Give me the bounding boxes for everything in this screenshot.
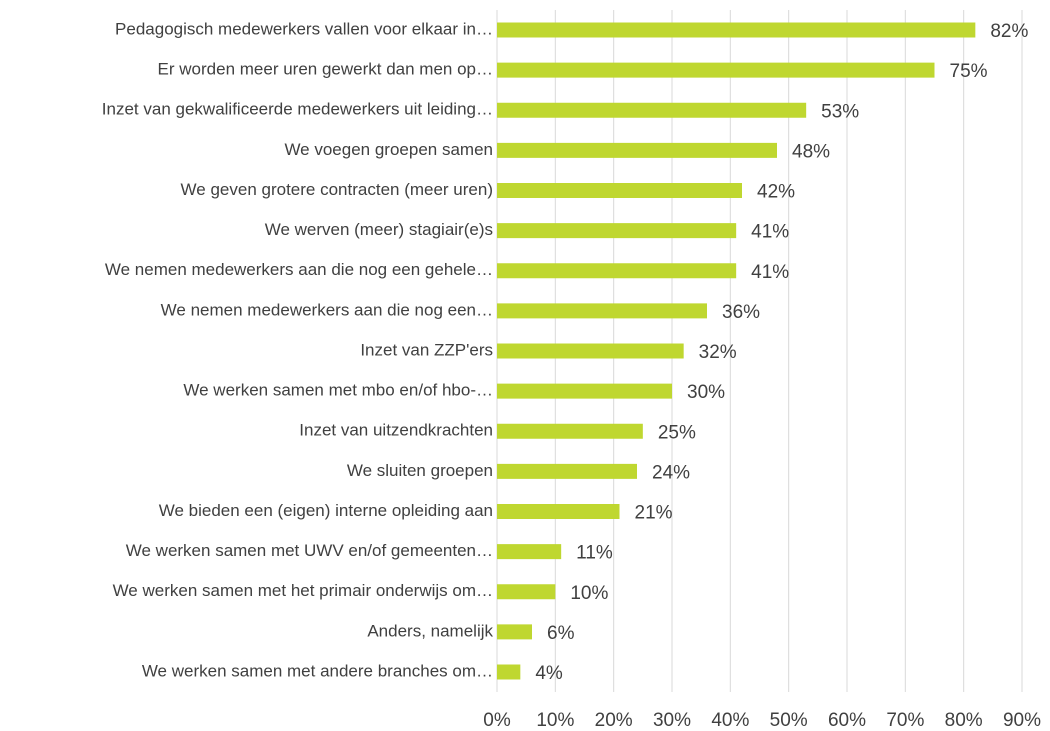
y-tick-label: We voegen groepen samen	[284, 140, 493, 159]
bar	[497, 303, 707, 319]
value-label: 75%	[950, 61, 988, 82]
bar	[497, 263, 737, 279]
value-label: 6%	[547, 623, 575, 644]
y-tick-label: Inzet van ZZP'ers	[360, 340, 493, 359]
y-tick-label: We bieden een (eigen) interne opleiding …	[159, 501, 493, 520]
value-label: 10%	[570, 583, 608, 604]
bar	[497, 624, 532, 640]
bar	[497, 142, 777, 158]
value-label: 25%	[658, 422, 696, 443]
value-label: 32%	[699, 342, 737, 363]
bar	[497, 22, 976, 38]
bar	[497, 504, 620, 519]
value-label: 21%	[635, 503, 673, 524]
x-tick-label: 20%	[595, 710, 633, 731]
value-label: 11%	[576, 543, 613, 564]
bar	[497, 183, 742, 198]
bar	[497, 343, 684, 359]
bar	[497, 423, 643, 439]
value-label: 48%	[792, 141, 830, 162]
value-label: 4%	[535, 663, 563, 684]
x-tick-label: 30%	[653, 710, 691, 731]
y-tick-label: Inzet van gekwalificeerde medewerkers ui…	[102, 100, 493, 119]
x-tick-label: 80%	[945, 710, 983, 731]
value-label: 41%	[751, 222, 789, 243]
x-tick-label: 50%	[770, 710, 808, 731]
value-label: 36%	[722, 302, 760, 323]
value-label: 24%	[652, 462, 690, 483]
x-tick-label: 90%	[1003, 710, 1041, 731]
value-label: 30%	[687, 382, 725, 403]
value-label: 82%	[990, 21, 1028, 42]
y-tick-label: We werken samen met het primair onderwij…	[113, 581, 493, 600]
bar	[497, 584, 556, 600]
value-label: 42%	[757, 182, 795, 203]
bar	[497, 62, 935, 78]
x-tick-label: 40%	[711, 710, 749, 731]
y-tick-label: We werven (meer) stagiair(e)s	[265, 220, 493, 239]
y-tick-label: We werken samen met mbo en/of hbo-…	[183, 381, 493, 400]
x-tick-label: 60%	[828, 710, 866, 731]
y-tick-label: Pedagogisch medewerkers vallen voor elka…	[115, 19, 493, 38]
value-label: 41%	[751, 262, 789, 283]
y-tick-label: We werken samen met andere branches om…	[142, 661, 493, 680]
y-tick-label: We geven grotere contracten (meer uren)	[181, 180, 493, 199]
bar	[497, 102, 807, 118]
y-tick-label: We nemen medewerkers aan die nog een geh…	[105, 260, 493, 279]
bar	[497, 544, 562, 560]
x-tick-label: 0%	[483, 710, 511, 731]
bar	[497, 383, 672, 399]
value-label: 53%	[821, 101, 859, 122]
bar	[497, 664, 521, 680]
y-tick-label: We sluiten groepen	[347, 461, 493, 480]
x-tick-label: 70%	[886, 710, 924, 731]
bar	[497, 223, 737, 239]
y-tick-label: Inzet van uitzendkrachten	[299, 421, 493, 440]
y-tick-label: Anders, namelijk	[367, 621, 493, 640]
x-tick-label: 10%	[536, 710, 574, 731]
bar	[497, 463, 637, 479]
y-tick-label: We werken samen met UWV en/of gemeenten…	[126, 541, 493, 560]
y-tick-label: We nemen medewerkers aan die nog een…	[161, 300, 493, 319]
y-tick-label: Er worden meer uren gewerkt dan men op…	[158, 60, 493, 79]
